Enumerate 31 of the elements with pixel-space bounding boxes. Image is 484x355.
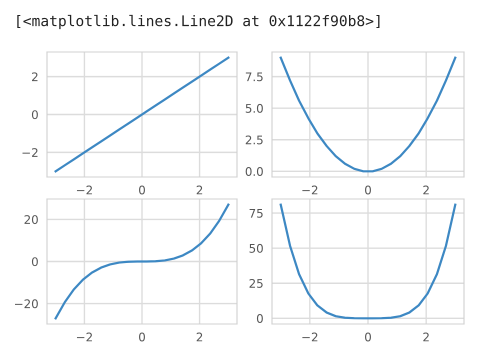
y-tick-label: 2 xyxy=(32,72,38,82)
x-tick-label: 2 xyxy=(196,332,202,342)
y-tick-label: −20 xyxy=(15,299,38,308)
x-tick-label: 2 xyxy=(423,332,429,342)
x-tick-label: −2 xyxy=(302,332,318,342)
y-tick-label: 75 xyxy=(250,208,263,218)
line-series xyxy=(54,56,230,172)
y-tick-label: 0.0 xyxy=(246,167,263,176)
y-tick-label: 20 xyxy=(24,215,38,224)
x-tick-label: 0 xyxy=(139,332,145,342)
line-series xyxy=(280,204,456,320)
y-tick-label: 50 xyxy=(250,244,263,253)
y-tick-label: 25 xyxy=(250,278,263,288)
y-tick-label: 2.5 xyxy=(246,135,263,144)
y-tick-label: −2 xyxy=(22,148,38,157)
x-tick-label: 0 xyxy=(365,332,371,342)
y-tick-label: 5.0 xyxy=(246,104,263,113)
x-tick-label: −2 xyxy=(302,186,318,194)
line-series xyxy=(54,204,230,320)
line-series xyxy=(280,56,456,172)
y-tick-label: 0 xyxy=(32,257,38,266)
y-tick-label: 0 xyxy=(32,110,38,120)
x-tick-label: 2 xyxy=(423,186,429,194)
x-tick-label: −2 xyxy=(76,332,92,342)
x-tick-label: 0 xyxy=(365,186,371,194)
x-tick-label: −2 xyxy=(76,186,92,194)
x-tick-label: 2 xyxy=(196,186,202,194)
y-tick-label: 7.5 xyxy=(246,72,263,82)
y-tick-label: 0 xyxy=(256,314,263,323)
text: [<matplotlib.lines.Line2D at 0x1122f90b8>] xyxy=(17,14,380,30)
x-tick-label: 0 xyxy=(139,186,145,194)
